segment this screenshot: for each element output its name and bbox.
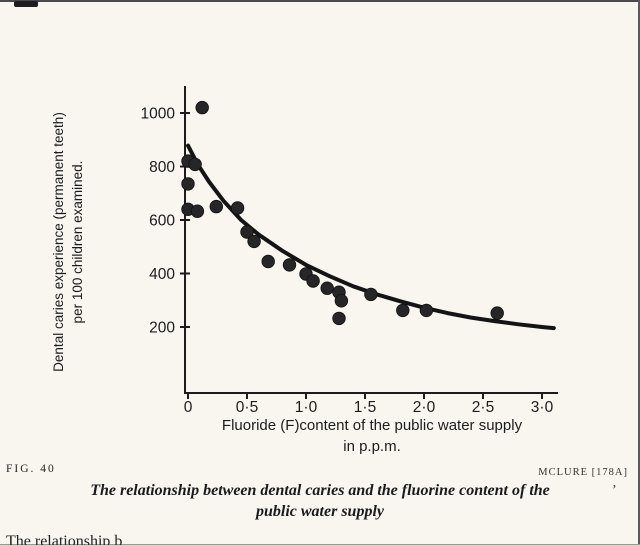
data-point <box>190 204 205 218</box>
data-point <box>230 201 245 215</box>
y-tick-label: 200 <box>149 320 175 337</box>
scan-edge-top <box>0 0 640 2</box>
scan-corner-mark <box>14 1 38 7</box>
data-point <box>396 303 410 318</box>
data-point <box>306 274 320 288</box>
y-tick-label: 400 <box>149 266 175 283</box>
data-point <box>364 287 378 302</box>
data-point <box>247 234 261 249</box>
data-point <box>181 177 195 191</box>
x-tick-label: 2·0 <box>413 399 436 416</box>
y-tick-label: 800 <box>149 159 175 176</box>
x-tick-label: 3·0 <box>531 399 554 416</box>
x-tick-label: 0·5 <box>236 399 258 416</box>
x-axis-label: Fluoride (F)content of the public water … <box>221 417 523 434</box>
data-point <box>209 199 224 214</box>
figure-number: FIG. 40 <box>6 463 56 475</box>
cropped-body-text: The relationship b <box>6 533 123 545</box>
scan-edge-right <box>638 0 640 545</box>
data-point <box>332 311 346 326</box>
source-credit: MCLURE [178A] <box>538 467 628 478</box>
data-point <box>334 294 349 308</box>
x-tick-label: 1·0 <box>295 399 318 416</box>
caption-line-1: The relationship between dental caries a… <box>90 482 550 499</box>
x-tick-label: 1·5 <box>354 399 376 416</box>
fitted-curve <box>186 143 556 331</box>
data-point <box>490 306 504 320</box>
data-point <box>188 157 202 172</box>
data-point <box>261 254 275 269</box>
data-point <box>419 303 434 318</box>
data-point <box>240 225 254 239</box>
data-point <box>195 100 209 115</box>
y-tick-label: 600 <box>149 213 175 230</box>
data-point <box>320 281 334 295</box>
stray-mark: ’ <box>612 483 617 498</box>
x-tick-label: 2·5 <box>472 399 494 416</box>
y-tick-label: 1000 <box>141 106 176 123</box>
data-point <box>282 258 297 272</box>
x-axis-unit-label: in p.p.m. <box>343 438 401 455</box>
caption-line-2: public water supply <box>255 503 384 520</box>
x-tick-label: 0 <box>184 399 193 416</box>
